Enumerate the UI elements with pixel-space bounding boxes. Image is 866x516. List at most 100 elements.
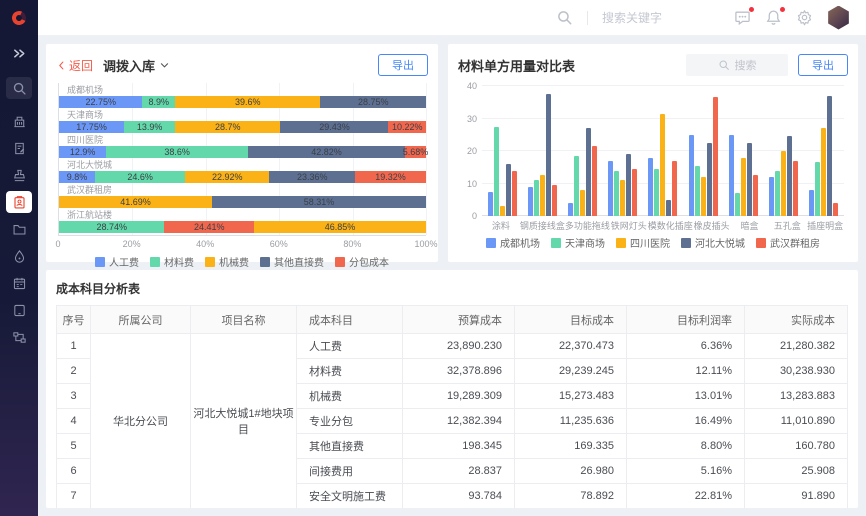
bar-segment-人工费[interactable]: 12.9% — [59, 146, 107, 158]
bar-segment-分包成本[interactable]: 19.32% — [355, 171, 426, 183]
bar-成都机场[interactable] — [487, 191, 493, 216]
bar-成都机场[interactable] — [688, 134, 694, 216]
legend-item-人工费[interactable]: 人工费 — [95, 254, 139, 269]
bar-四川医院[interactable] — [700, 177, 706, 216]
bar-河北大悦城[interactable] — [746, 142, 752, 216]
sidebar-item-folder[interactable] — [0, 218, 38, 240]
bar-武汉群租房[interactable] — [712, 97, 718, 216]
bar-四川医院[interactable] — [539, 175, 545, 216]
bar-武汉群租房[interactable] — [632, 168, 638, 216]
bar-天津商场[interactable] — [493, 126, 499, 216]
bar-segment-材料费[interactable]: 24.6% — [94, 171, 186, 183]
bar-天津商场[interactable] — [574, 155, 580, 216]
bar-segment-其他直接费[interactable]: 29.43% — [280, 121, 389, 133]
sidebar-item-building[interactable] — [0, 110, 38, 132]
table-row[interactable]: 7 安全文明施工费 93.784 78.892 22.81% 91.890 — [56, 483, 848, 508]
bar-河北大悦城[interactable] — [787, 136, 793, 216]
legend-item-河北大悦城[interactable]: 河北大悦城 — [681, 235, 745, 250]
bar-天津商场[interactable] — [654, 168, 660, 216]
bar-四川医院[interactable] — [740, 157, 746, 216]
legend-item-成都机场[interactable]: 成都机场 — [486, 235, 540, 250]
sidebar-item-stamp[interactable] — [0, 164, 38, 186]
user-avatar[interactable] — [828, 5, 849, 30]
search-icon[interactable] — [556, 9, 573, 26]
app-logo[interactable] — [0, 0, 38, 36]
bar-成都机场[interactable] — [769, 177, 775, 216]
bar-segment-材料费[interactable]: 13.9% — [124, 121, 176, 133]
sidebar-item-clipboard[interactable] — [6, 191, 32, 213]
panel-title-dropdown[interactable]: 调拨入库 — [103, 56, 170, 75]
messages-icon[interactable] — [734, 7, 754, 26]
bar-segment-其他直接费[interactable]: 58.31% — [212, 196, 426, 208]
bar-四川医院[interactable] — [499, 206, 505, 216]
table-row[interactable]: 2 材料费 32,378.896 29,239.245 12.11% 30,238.930 — [56, 358, 848, 384]
notifications-bell-icon[interactable] — [765, 7, 785, 26]
sidebar-item-document-edit[interactable] — [0, 137, 38, 159]
bar-武汉群租房[interactable] — [672, 160, 678, 216]
legend-item-机械费[interactable]: 机械费 — [205, 254, 249, 269]
export-button-left[interactable]: 导出 — [378, 54, 428, 76]
bar-segment-分包成本[interactable]: 24.41% — [164, 221, 255, 233]
bar-武汉群租房[interactable] — [551, 185, 557, 216]
bar-武汉群租房[interactable] — [592, 146, 598, 216]
back-link[interactable]: 返回 — [56, 57, 93, 74]
bar-segment-人工费[interactable]: 22.75% — [59, 96, 143, 108]
bar-天津商场[interactable] — [533, 180, 539, 216]
bar-河北大悦城[interactable] — [505, 164, 511, 216]
sidebar-item-search[interactable] — [6, 77, 32, 99]
bar-河北大悦城[interactable] — [666, 199, 672, 216]
table-row[interactable]: 1 华北分公司 河北大悦城1#地块项目 人工费 23,890.230 22,370.473… — [56, 333, 848, 508]
bar-河北大悦城[interactable] — [706, 142, 712, 216]
bar-segment-机械费[interactable]: 28.7% — [175, 121, 281, 133]
sidebar-item-workflow[interactable] — [0, 326, 38, 348]
legend-item-分包成本[interactable]: 分包成本 — [335, 254, 389, 269]
bar-segment-机械费[interactable]: 22.92% — [185, 171, 270, 183]
bar-segment-其他直接费[interactable]: 23.36% — [269, 171, 356, 183]
sidebar-item-tablet[interactable] — [0, 299, 38, 321]
bar-武汉群租房[interactable] — [833, 203, 839, 216]
bar-segment-材料费[interactable]: 28.74% — [59, 221, 165, 233]
bar-武汉群租房[interactable] — [793, 160, 799, 216]
table-row[interactable]: 3 机械费 19,289.309 15,273.483 13.01% 13,283.883 — [56, 383, 848, 409]
bar-天津商场[interactable] — [734, 193, 740, 216]
bar-天津商场[interactable] — [694, 165, 700, 216]
bar-segment-分包成本[interactable]: 10.22% — [388, 121, 426, 133]
bar-四川医院[interactable] — [660, 113, 666, 216]
bar-segment-机械费[interactable]: 41.69% — [59, 196, 212, 208]
bar-武汉群租房[interactable] — [752, 175, 758, 216]
bar-成都机场[interactable] — [648, 157, 654, 216]
table-row[interactable]: 4 专业分包 12,382.394 11,235.636 16.49% 11,010.89… — [56, 408, 848, 434]
legend-item-天津商场[interactable]: 天津商场 — [551, 235, 605, 250]
legend-item-其他直接费[interactable]: 其他直接费 — [260, 254, 324, 269]
bar-成都机场[interactable] — [608, 160, 614, 216]
legend-item-武汉群租房[interactable]: 武汉群租房 — [756, 235, 820, 250]
sidebar-item-calendar[interactable] — [0, 272, 38, 294]
bar-segment-机械费[interactable]: 39.6% — [175, 96, 321, 108]
bar-成都机场[interactable] — [809, 190, 815, 216]
bar-segment-其他直接费[interactable]: 42.82% — [247, 146, 406, 158]
sidebar-item-expand[interactable] — [0, 42, 38, 64]
bar-天津商场[interactable] — [775, 170, 781, 216]
bar-天津商场[interactable] — [815, 162, 821, 216]
bar-天津商场[interactable] — [614, 170, 620, 216]
settings-gear-icon[interactable] — [796, 9, 813, 26]
bar-河北大悦城[interactable] — [545, 94, 551, 216]
bar-segment-机械费[interactable]: 46.85% — [254, 221, 426, 233]
bar-成都机场[interactable] — [527, 186, 533, 216]
bar-四川医院[interactable] — [821, 128, 827, 216]
bar-segment-人工费[interactable]: 17.75% — [59, 121, 125, 133]
legend-item-材料费[interactable]: 材料费 — [150, 254, 194, 269]
bar-四川医院[interactable] — [580, 190, 586, 216]
bar-成都机场[interactable] — [728, 134, 734, 216]
bar-segment-分包成本[interactable]: 5.68% — [402, 146, 429, 158]
bar-segment-其他直接费[interactable]: 28.75% — [320, 96, 426, 108]
sidebar-item-droplet[interactable] — [0, 245, 38, 267]
bar-segment-材料费[interactable]: 8.9% — [142, 96, 176, 108]
legend-item-四川医院[interactable]: 四川医院 — [616, 235, 670, 250]
bar-segment-人工费[interactable]: 9.8% — [59, 171, 95, 183]
bar-河北大悦城[interactable] — [626, 154, 632, 216]
bar-segment-材料费[interactable]: 38.6% — [106, 146, 248, 158]
bar-河北大悦城[interactable] — [586, 128, 592, 216]
bar-四川医院[interactable] — [620, 180, 626, 216]
global-search-input[interactable] — [602, 10, 720, 25]
